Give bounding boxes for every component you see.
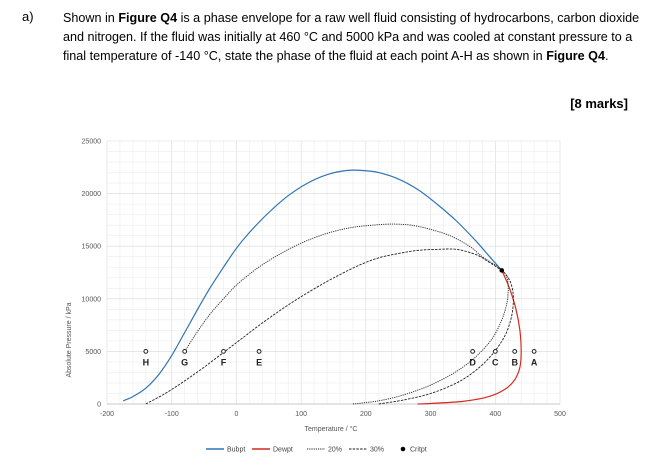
state-point-label: F	[221, 357, 227, 367]
state-point-marker	[143, 349, 149, 354]
state-points: A B C D E F G H	[143, 268, 538, 367]
state-point-marker	[221, 349, 226, 354]
x-tick-label: 200	[360, 411, 372, 418]
figure-reference: Figure Q4	[546, 49, 605, 64]
series-20-lower-line	[352, 270, 509, 405]
state-point-label: E	[256, 357, 262, 367]
phase-envelope-chart: -200 -100 0 100 200 300 400 5000500010000150002…	[66, 139, 566, 454]
series-30-lower-line	[378, 270, 514, 405]
state-point-label: G	[181, 357, 188, 367]
figure-reference: Figure Q4	[118, 11, 178, 25]
series-dewpt-line	[417, 270, 522, 405]
y-tick-label: 0	[97, 402, 101, 409]
state-point-label: C	[492, 357, 499, 367]
axis-ticks: -200 -100 0 100 200 300 400 5000500010000150002…	[82, 139, 566, 419]
y-tick-label: 10000	[82, 296, 102, 303]
legend-label: Critpt	[410, 447, 427, 454]
legend-label: Dewpt	[273, 447, 293, 454]
x-tick-label: 500	[554, 411, 566, 418]
state-point-marker	[512, 349, 518, 354]
state-point-label: A	[531, 357, 538, 367]
legend-label: Bubpt	[227, 447, 245, 454]
x-tick-label: 0	[234, 411, 238, 418]
series-bubpt-line	[122, 169, 503, 402]
x-tick-label: 300	[425, 411, 437, 418]
marks-label: [8 marks]	[570, 96, 628, 111]
legend-label: 20%	[328, 447, 342, 454]
y-tick-label: 20000	[82, 191, 102, 198]
state-point-label: B	[511, 357, 518, 367]
state-point-marker	[492, 349, 498, 354]
chart-legend: Bubpt Dewpt 20% 30% Critpt	[206, 447, 427, 454]
state-point-marker	[182, 349, 188, 354]
y-tick-label: 5000	[85, 349, 101, 356]
state-point-label: D	[469, 357, 476, 367]
critical-point-marker	[499, 268, 505, 273]
series-30--line	[145, 248, 503, 405]
y-tick-label: 25000	[82, 139, 102, 146]
state-point-marker	[256, 349, 262, 354]
state-point-marker	[531, 349, 537, 354]
x-tick-label: -100	[165, 411, 179, 418]
x-tick-label: 100	[295, 411, 307, 418]
state-point-marker	[470, 349, 476, 354]
chart-series	[122, 169, 522, 405]
question-text-part: Shown in	[63, 11, 119, 25]
question-text-part: is a phase envelope for a raw well fluid…	[63, 11, 640, 64]
x-tick-label: -200	[100, 411, 114, 418]
y-tick-label: 15000	[82, 244, 102, 251]
state-point-label: H	[143, 357, 150, 367]
series-20--line	[184, 223, 503, 352]
question-text-part: .	[604, 49, 609, 64]
x-tick-label: 400	[489, 411, 501, 418]
legend-marker-critpt	[400, 446, 406, 452]
x-axis-title: Temperature / °C	[305, 425, 358, 433]
question-label: a)	[22, 9, 34, 24]
question-text: Shown in Figure Q4 is a phase envelope f…	[63, 9, 653, 67]
legend-label: 30%	[370, 447, 384, 454]
y-axis-title: Absolute Pressure / kPa	[66, 302, 73, 377]
